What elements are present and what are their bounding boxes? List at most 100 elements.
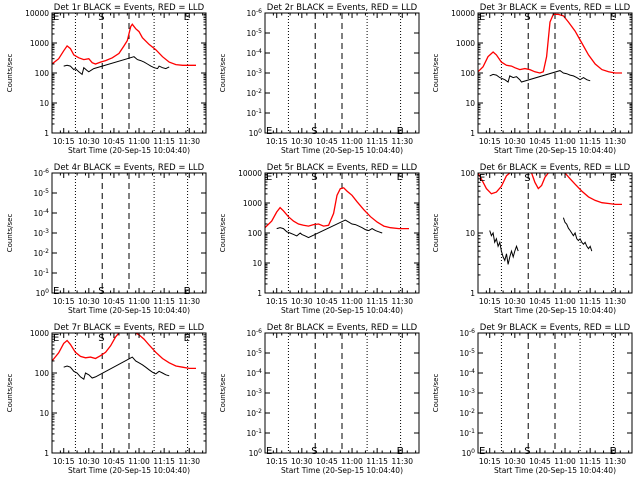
marker-label: E: [479, 12, 485, 23]
x-axis-label: Start Time (20-Sep-15 10:04:40): [494, 306, 616, 315]
events-series-line: [489, 70, 591, 83]
x-tick-label: 10:15: [479, 457, 501, 466]
x-tick-label: 11:30: [178, 137, 200, 146]
y-tick-label: 10-3: [33, 228, 49, 238]
marker-label: E: [610, 446, 616, 457]
y-tick-label: 10-1: [246, 108, 262, 118]
x-tick-label: 10:30: [504, 457, 526, 466]
y-tick-label: 10: [39, 409, 49, 418]
x-tick-label: 10:45: [529, 297, 551, 306]
x-tick-label: 11:15: [366, 457, 388, 466]
x-tick-label: 11:15: [366, 297, 388, 306]
y-tick-label: 1: [470, 129, 475, 138]
y-axis-label: Counts/sec: [6, 214, 14, 253]
x-tick-label: 11:00: [554, 457, 576, 466]
y-tick-label: 10-6: [246, 328, 262, 338]
y-tick-label: 1: [470, 289, 475, 298]
x-tick-label: 10:30: [291, 137, 313, 146]
y-axis-label: Counts/sec: [219, 54, 227, 93]
x-tick-label: 11:15: [579, 457, 601, 466]
y-tick-label: 1000: [30, 39, 49, 48]
x-tick-label: 10:45: [103, 457, 125, 466]
y-tick-label: 1: [44, 449, 49, 458]
events-series-line: [63, 56, 170, 76]
x-tick-label: 10:15: [266, 457, 288, 466]
marker-label: E: [184, 286, 190, 297]
y-axis-label: Counts/sec: [6, 54, 14, 93]
y-tick-label: 1: [257, 289, 262, 298]
x-axis-label: Start Time (20-Sep-15 10:04:40): [494, 466, 616, 475]
y-tick-label: 10-5: [459, 348, 475, 358]
y-tick-label: 10-2: [33, 248, 49, 258]
data-series: [265, 187, 409, 239]
x-axis-label: Start Time (20-Sep-15 10:04:40): [68, 466, 190, 475]
x-axis-label: Start Time (20-Sep-15 10:04:40): [281, 146, 403, 155]
marker-label: E: [266, 446, 272, 457]
x-tick-label: 11:00: [554, 137, 576, 146]
events-series-line: [63, 356, 170, 381]
x-tick-label: 11:15: [153, 137, 175, 146]
marker-label: E: [184, 333, 190, 344]
x-tick-label: 10:15: [53, 297, 75, 306]
marker-lines: [74, 333, 189, 453]
x-tick-label: 10:45: [529, 137, 551, 146]
x-tick-label: 10:15: [53, 457, 75, 466]
x-tick-label: 10:45: [316, 137, 338, 146]
x-axis-label: Start Time (20-Sep-15 10:04:40): [68, 146, 190, 155]
lld-series-line: [52, 333, 120, 362]
x-tick-label: 11:30: [178, 297, 200, 306]
lld-series-line: [52, 23, 196, 66]
x-tick-label: 11:30: [604, 297, 626, 306]
y-tick-label: 10-6: [459, 328, 475, 338]
lld-series-line: [478, 173, 511, 195]
marker-label: S: [524, 173, 530, 184]
x-tick-label: 11:00: [341, 297, 363, 306]
x-axis-label: Start Time (20-Sep-15 10:04:40): [281, 306, 403, 315]
panel-title: Det 8r BLACK = Events, RED = LLD: [267, 323, 418, 333]
y-tick-label: 1000: [456, 39, 475, 48]
events-series-line: [562, 217, 593, 252]
x-tick-label: 11:15: [579, 137, 601, 146]
x-tick-label: 11:15: [579, 297, 601, 306]
x-tick-label: 11:30: [391, 457, 413, 466]
lld-series-line: [478, 13, 622, 74]
x-tick-label: 10:30: [78, 457, 100, 466]
x-axis-label: Start Time (20-Sep-15 10:04:40): [68, 306, 190, 315]
y-axis-label: Counts/sec: [432, 214, 440, 253]
data-series: [478, 173, 622, 265]
x-tick-label: 11:30: [391, 297, 413, 306]
panel-title: Det 5r BLACK = Events, RED = LLD: [267, 163, 418, 173]
panel-title: Det 3r BLACK = Events, RED = LLD: [480, 3, 631, 13]
y-tick-label: 100: [35, 369, 50, 378]
x-tick-label: 10:15: [479, 137, 501, 146]
y-tick-label: 10000: [25, 9, 49, 18]
marker-label: S: [311, 126, 317, 137]
x-tick-label: 10:15: [266, 297, 288, 306]
plot-frame: [51, 332, 207, 454]
data-series: [478, 13, 622, 83]
x-tick-label: 10:30: [78, 137, 100, 146]
y-axis-label: Counts/sec: [432, 374, 440, 413]
y-tick-label: 100: [462, 448, 476, 458]
y-tick-label: 10000: [451, 9, 475, 18]
marker-label: E: [184, 12, 190, 23]
y-tick-label: 10-1: [459, 428, 475, 438]
x-axis-label: Start Time (20-Sep-15 10:04:40): [281, 466, 403, 475]
y-tick-label: 10-4: [246, 48, 262, 58]
marker-label: E: [397, 446, 403, 457]
x-tick-label: 11:30: [178, 457, 200, 466]
y-tick-label: 100: [249, 128, 263, 138]
y-tick-label: 1000: [30, 329, 49, 338]
y-axis-label: Counts/sec: [432, 54, 440, 93]
marker-label: E: [479, 173, 485, 184]
events-series-line: [489, 230, 519, 265]
x-tick-label: 11:00: [128, 137, 150, 146]
x-tick-label: 11:30: [391, 137, 413, 146]
y-tick-label: 10-5: [246, 28, 262, 38]
